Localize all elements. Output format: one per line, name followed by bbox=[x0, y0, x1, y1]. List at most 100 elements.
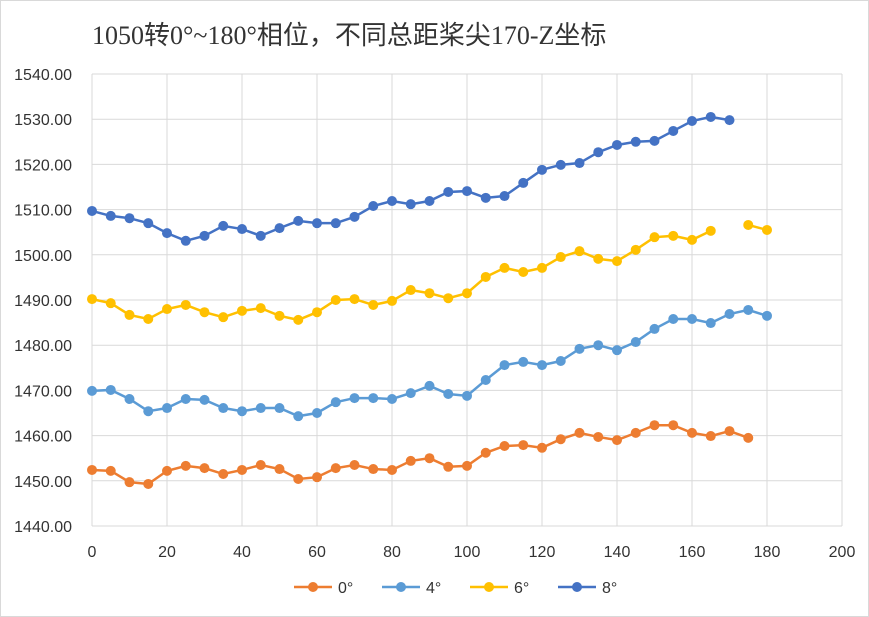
data-point bbox=[705, 111, 716, 122]
data-point bbox=[199, 394, 210, 405]
data-point bbox=[649, 323, 660, 334]
data-point bbox=[593, 147, 604, 158]
data-point bbox=[668, 420, 679, 431]
legend-label: 4° bbox=[426, 580, 441, 597]
y-tick-label: 1470.00 bbox=[14, 383, 72, 400]
y-tick-label: 1510.00 bbox=[14, 203, 72, 220]
data-point bbox=[330, 463, 341, 474]
data-point bbox=[387, 464, 397, 475]
data-point bbox=[424, 380, 435, 391]
y-tick-label: 1500.00 bbox=[14, 248, 72, 265]
x-axis-ticks: 0 20 40 60 80 100 120 140 160 180 200 bbox=[88, 544, 856, 561]
data-point bbox=[143, 218, 154, 229]
data-point bbox=[480, 192, 491, 203]
data-point bbox=[237, 406, 247, 417]
series-3 bbox=[87, 111, 735, 246]
data-point bbox=[480, 375, 491, 386]
data-point bbox=[743, 432, 754, 443]
data-point bbox=[405, 285, 416, 296]
data-point bbox=[405, 455, 416, 466]
data-point bbox=[480, 271, 491, 282]
data-point bbox=[762, 310, 772, 321]
data-point bbox=[312, 218, 322, 229]
series-2 bbox=[87, 219, 772, 325]
data-point bbox=[724, 115, 735, 126]
data-point bbox=[499, 191, 510, 202]
data-point bbox=[293, 215, 304, 226]
data-point bbox=[162, 304, 172, 315]
data-point bbox=[274, 223, 285, 234]
legend-marker bbox=[572, 582, 582, 592]
data-point bbox=[574, 427, 585, 438]
data-point bbox=[87, 464, 97, 475]
data-point bbox=[180, 393, 191, 404]
data-point bbox=[199, 307, 210, 318]
data-point bbox=[349, 459, 360, 470]
x-tick-label: 120 bbox=[529, 544, 556, 561]
legend-label: 8° bbox=[602, 580, 617, 597]
data-point bbox=[499, 262, 510, 273]
data-point bbox=[687, 234, 697, 245]
data-point bbox=[555, 252, 566, 263]
data-point bbox=[330, 218, 341, 229]
legend: 0° 4° 6° 8° bbox=[294, 580, 617, 597]
data-point bbox=[687, 116, 697, 127]
data-point bbox=[387, 295, 397, 306]
series-line bbox=[91, 229, 712, 322]
data-point bbox=[462, 460, 472, 471]
data-point bbox=[218, 403, 229, 414]
data-point bbox=[368, 393, 379, 404]
data-point bbox=[443, 389, 454, 400]
data-point bbox=[462, 288, 472, 299]
data-point bbox=[574, 246, 585, 257]
legend-marker bbox=[484, 582, 494, 592]
x-tick-label: 0 bbox=[88, 544, 97, 561]
y-tick-label: 1460.00 bbox=[14, 429, 72, 446]
data-point bbox=[330, 397, 341, 408]
data-point bbox=[312, 472, 322, 483]
legend-marker bbox=[308, 582, 318, 592]
data-point bbox=[630, 427, 641, 438]
y-tick-label: 1440.00 bbox=[14, 519, 72, 536]
data-point bbox=[105, 210, 116, 221]
data-point bbox=[105, 465, 116, 476]
data-point bbox=[649, 135, 660, 146]
data-point bbox=[743, 219, 754, 230]
data-point bbox=[293, 411, 304, 422]
data-point bbox=[312, 408, 322, 418]
data-point bbox=[368, 299, 379, 310]
data-point bbox=[649, 232, 660, 243]
data-point bbox=[87, 205, 97, 216]
data-point bbox=[180, 460, 191, 471]
data-point bbox=[368, 200, 379, 211]
data-point bbox=[124, 393, 135, 404]
y-tick-label: 1520.00 bbox=[14, 157, 72, 174]
data-point bbox=[405, 388, 416, 399]
data-point bbox=[574, 158, 585, 169]
data-point bbox=[274, 310, 285, 321]
data-point bbox=[649, 420, 660, 431]
data-point bbox=[255, 303, 266, 314]
data-point bbox=[555, 159, 566, 170]
y-tick-label: 1530.00 bbox=[14, 112, 72, 129]
data-point bbox=[162, 403, 172, 414]
data-point bbox=[724, 309, 735, 320]
data-point bbox=[143, 478, 154, 489]
data-point bbox=[443, 186, 454, 197]
data-point bbox=[480, 447, 491, 458]
series-0 bbox=[87, 420, 754, 489]
data-point bbox=[668, 313, 679, 324]
data-point bbox=[255, 459, 266, 470]
data-point bbox=[705, 431, 716, 442]
data-point bbox=[255, 230, 266, 241]
data-point bbox=[293, 314, 304, 325]
data-point bbox=[462, 186, 472, 197]
data-point bbox=[668, 125, 679, 136]
x-tick-label: 200 bbox=[829, 544, 856, 561]
legend-label: 6° bbox=[514, 580, 529, 597]
data-point bbox=[274, 464, 285, 475]
data-point bbox=[218, 220, 229, 231]
data-point bbox=[180, 235, 191, 246]
data-point bbox=[705, 318, 716, 329]
